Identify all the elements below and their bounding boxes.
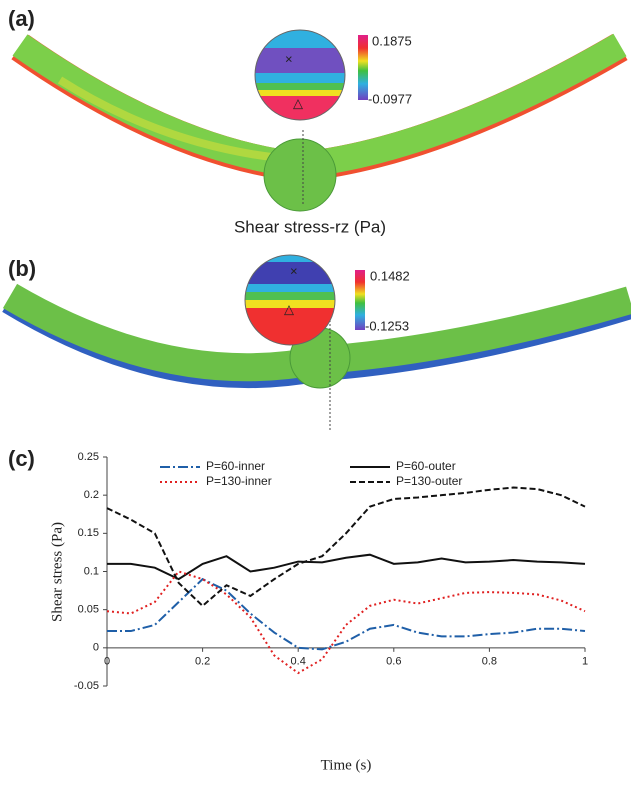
panel-b: (b) × △ 0.1482 -0.1253 bbox=[8, 255, 630, 430]
x-tick-label: 0.6 bbox=[386, 656, 401, 668]
legend-label: P=60-outer bbox=[396, 459, 456, 473]
y-tick-label: 0.15 bbox=[78, 527, 99, 539]
figure: (a) × △ 0.1875 -0.0977 Shear stress-rz (P… bbox=[0, 0, 631, 785]
x-axis-label: Time (s) bbox=[321, 757, 372, 773]
y-axis-label: Shear stress (Pa) bbox=[49, 522, 65, 622]
x-tick-label: 0.2 bbox=[195, 656, 210, 668]
series-line bbox=[107, 488, 585, 606]
svg-text:△: △ bbox=[284, 301, 294, 316]
panel-label: (c) bbox=[8, 446, 35, 471]
y-tick-label: 0.25 bbox=[78, 451, 99, 463]
panel-label: (b) bbox=[8, 256, 36, 281]
x-tick-label: 0.8 bbox=[482, 656, 497, 668]
series-line bbox=[107, 572, 585, 674]
x-tick-label: 0 bbox=[104, 656, 110, 668]
x-tick-label: 0.4 bbox=[291, 656, 306, 668]
legend-label: P=130-inner bbox=[206, 474, 272, 488]
y-tick-label: 0.1 bbox=[84, 565, 99, 577]
y-tick-label: 0.2 bbox=[84, 489, 99, 501]
caption: Shear stress-rz (Pa) bbox=[234, 217, 386, 236]
y-tick-label: -0.05 bbox=[74, 680, 99, 692]
colorbar-min: -0.1253 bbox=[365, 318, 409, 333]
panel-a: (a) × △ 0.1875 -0.0977 Shear stress-rz (P… bbox=[8, 6, 620, 237]
svg-text:×: × bbox=[290, 263, 298, 278]
series-line bbox=[107, 555, 585, 579]
panel-label: (a) bbox=[8, 6, 35, 31]
legend-label: P=130-outer bbox=[396, 474, 462, 488]
svg-text:×: × bbox=[285, 51, 293, 66]
x-tick-label: 1 bbox=[582, 656, 588, 668]
colorbar-max: 0.1875 bbox=[372, 33, 412, 48]
svg-text:△: △ bbox=[293, 95, 303, 110]
colorbar-max: 0.1482 bbox=[370, 268, 410, 283]
series-line bbox=[107, 579, 585, 649]
y-tick-label: 0 bbox=[93, 642, 99, 654]
legend-label: P=60-inner bbox=[206, 459, 265, 473]
colorbar-min: -0.0977 bbox=[368, 91, 412, 106]
y-tick-label: 0.05 bbox=[78, 604, 99, 616]
